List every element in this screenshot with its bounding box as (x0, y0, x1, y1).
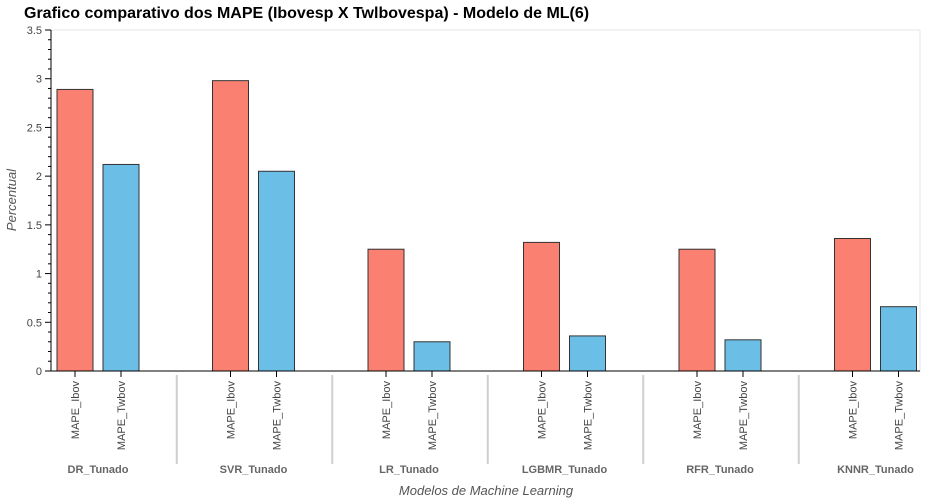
x-tick-label: MAPE_Ibov (70, 381, 82, 440)
x-tick-label: MAPE_Twbov (894, 381, 906, 451)
bar-mape-ibov-lgbmr-tunado (523, 241, 560, 372)
x-tick-label: MAPE_Ibov (692, 381, 704, 440)
group-label: LGBMR_Tunado (522, 464, 608, 476)
y-tick-label: 3.5 (27, 25, 42, 37)
y-axis: 0 0.5 1 1.5 2 2.5 3 3.5 (27, 25, 52, 378)
x-tick-label: MAPE_Twbov (272, 381, 284, 451)
bar-mape-twbov-knnr-tunado (880, 306, 917, 372)
group-label: RFR_Tunado (686, 464, 754, 476)
x-tick-label: MAPE_Ibov (848, 381, 860, 440)
x-tick-label: MAPE_Twbov (738, 381, 750, 451)
y-axis-title: Percentual (4, 168, 19, 231)
y-tick-label: 2.5 (27, 122, 42, 134)
y-tick-label: 0.5 (27, 317, 42, 329)
group-label: LR_Tunado (379, 464, 439, 476)
y-tick-label: 2 (36, 171, 42, 183)
x-tick-label: MAPE_Ibov (226, 381, 238, 440)
bar-mape-twbov-rfr-tunado (724, 339, 762, 372)
x-tick-label: MAPE_Twbov (427, 381, 439, 451)
bar-mape-ibov-rfr-tunado (678, 248, 716, 372)
group-label: SVR_Tunado (220, 464, 288, 476)
y-tick-label: 1 (36, 269, 42, 281)
bars (56, 80, 917, 372)
x-axis: MAPE_Ibov MAPE_Twbov DR_Tunado MAPE_Ibov MAP… (51, 370, 920, 476)
bar-mape-ibov-knnr-tunado (834, 237, 871, 372)
plot-area (50, 29, 921, 372)
y-tick-label: 0 (36, 366, 42, 378)
group-label: DR_Tunado (68, 464, 129, 476)
y-tick-label: 1.5 (27, 220, 42, 232)
group-label: KNNR_Tunado (837, 464, 914, 476)
bar-mape-ibov-svr-tunado (212, 80, 249, 372)
bar-mape-twbov-lgbmr-tunado (569, 335, 606, 372)
bar-mape-twbov-lr-tunado (413, 341, 451, 372)
bar-mape-twbov-svr-tunado (258, 170, 295, 372)
x-tick-label: MAPE_Twbov (116, 381, 128, 451)
bar-mape-twbov-dr-tunado (102, 163, 140, 372)
x-tick-label: MAPE_Twbov (583, 381, 595, 451)
chart-title: Grafico comparativo dos MAPE (Ibovesp X … (24, 5, 590, 22)
bar-mape-ibov-dr-tunado (56, 88, 94, 372)
x-tick-label: MAPE_Ibov (537, 381, 549, 440)
bar-mape-ibov-lr-tunado (367, 248, 405, 372)
x-tick-label: MAPE_Ibov (381, 381, 393, 440)
x-axis-title: Modelos de Machine Learning (399, 483, 574, 498)
y-tick-label: 3 (36, 74, 42, 86)
